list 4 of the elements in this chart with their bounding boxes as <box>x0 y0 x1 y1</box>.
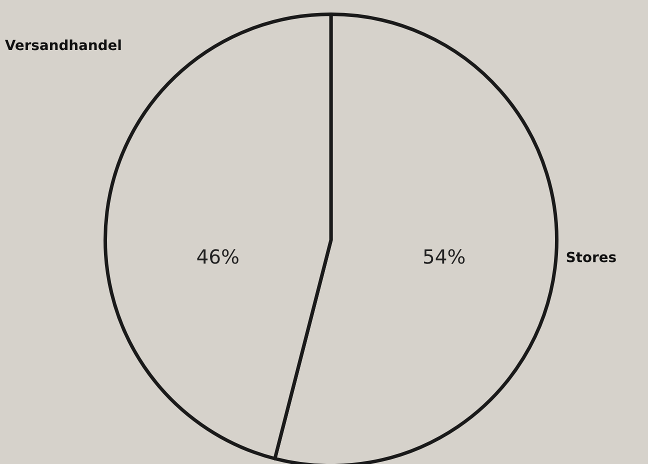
data-label: 54% <box>424 249 465 264</box>
data-label: 46% <box>197 249 238 264</box>
slice-label: Versandhandel <box>5 39 121 50</box>
slice-label: Stores <box>566 252 616 262</box>
